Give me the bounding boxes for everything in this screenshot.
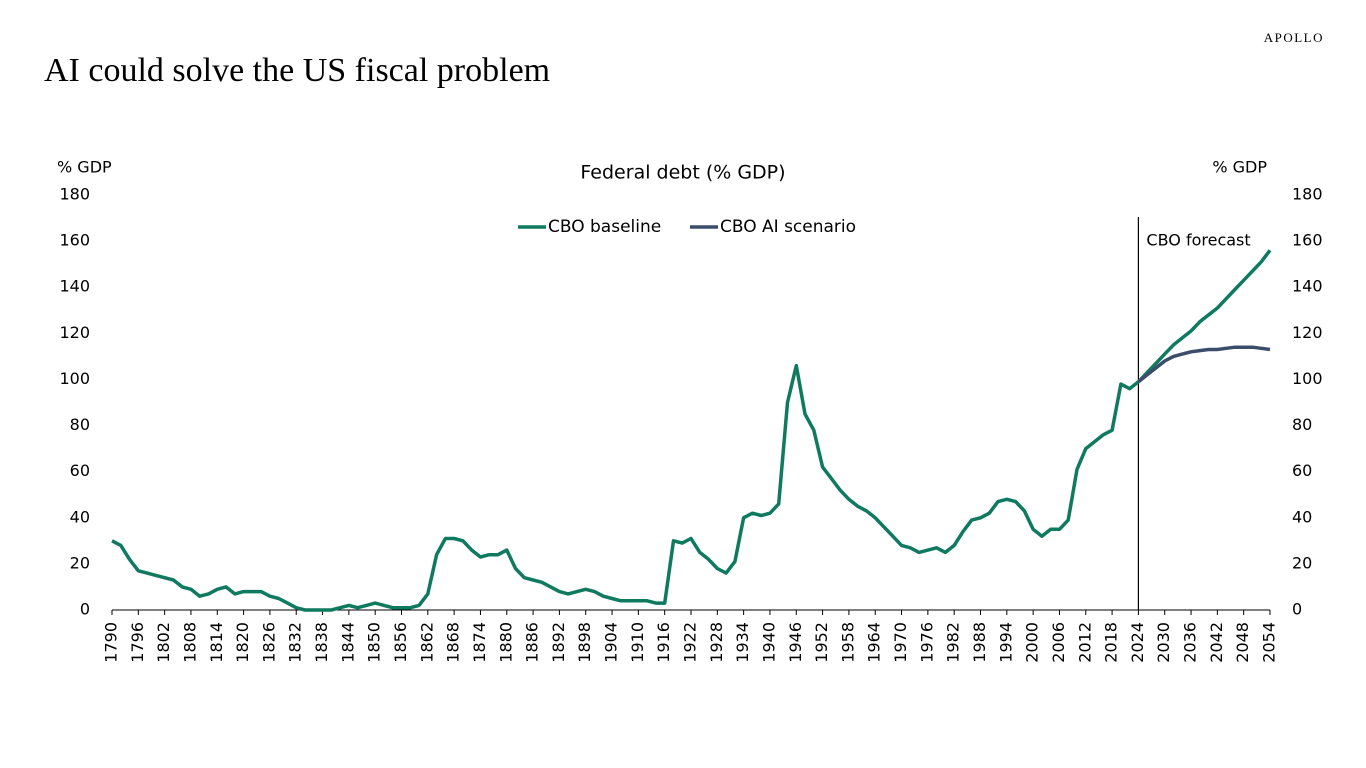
x-tick-label: 1838 [312,622,331,663]
brand: APOLLO [1264,30,1324,45]
x-tick-label: 1790 [102,622,121,663]
x-tick-label: 1802 [154,622,173,663]
x-tick-label: 1982 [944,622,963,663]
x-tick-label: 1910 [628,622,647,663]
x-tick-label: 2000 [1023,622,1042,663]
page-title: AI could solve the US fiscal problem [44,52,550,89]
x-tick-label: 1832 [286,622,305,663]
x-tick-label: 2006 [1049,622,1068,663]
x-tick-label: 1976 [917,622,936,663]
x-tick-label: 1940 [759,622,778,663]
x-tick-label: 2018 [1102,622,1121,663]
x-tick-label: 1886 [523,622,542,663]
y-tick-label: 0 [80,600,90,619]
y-axis-label: % GDP [57,158,112,177]
y-tick-label: 40 [70,507,90,526]
x-tick-label: 1928 [707,622,726,663]
x-tick-label: 1850 [365,622,384,663]
x-tick-label: 1916 [654,622,673,663]
x-tick-label: 2024 [1128,622,1147,663]
x-tick-label: 1988 [970,622,989,663]
x-tick-label: 1922 [681,622,700,663]
legend-label: CBO baseline [548,217,661,237]
x-tick-label: 1946 [786,622,805,663]
y2-tick-label: 120 [1292,323,1323,342]
x-tick-label: 1958 [838,622,857,663]
y2-tick-label: 160 [1292,231,1323,250]
x-tick-label: 1874 [470,622,489,663]
x-tick-label: 1952 [812,622,831,663]
x-tick-label: 2036 [1181,622,1200,663]
y2-tick-label: 0 [1292,600,1302,619]
series-line [1137,345,1271,384]
x-tick-label: 2042 [1207,622,1226,663]
annotation: CBO forecast [1146,231,1250,250]
series-line [111,249,1272,612]
x-tick-label: 1892 [549,622,568,663]
legend-label: CBO AI scenario [720,217,856,237]
y-tick-label: 20 [70,553,90,572]
y-tick-label: 180 [59,185,90,204]
x-tick-label: 1880 [496,622,515,663]
y2-axis-label: % GDP [1212,158,1267,177]
x-tick-label: 1796 [128,622,147,663]
x-tick-label: 1814 [207,622,226,663]
y2-tick-label: 180 [1292,185,1323,204]
x-tick-label: 1868 [444,622,463,663]
x-tick-label: 1994 [996,622,1015,663]
x-tick-label: 1856 [391,622,410,663]
y2-tick-label: 140 [1292,277,1323,296]
x-tick-label: 2054 [1260,622,1279,663]
y-tick-label: 120 [59,323,90,342]
y2-tick-label: 40 [1292,507,1312,526]
x-tick-label: 1808 [180,622,199,663]
x-tick-label: 1970 [891,622,910,663]
x-tick-label: 2030 [1154,622,1173,663]
x-tick-label: 1898 [575,622,594,663]
x-tick-label: 1904 [602,622,621,663]
y2-tick-label: 60 [1292,461,1312,480]
x-tick-label: 1826 [259,622,278,663]
x-tick-label: 2048 [1233,622,1252,663]
y2-tick-label: 80 [1292,415,1312,434]
y-tick-label: 100 [59,369,90,388]
chart-title: Federal debt (% GDP) [580,162,785,184]
x-tick-label: 1820 [233,622,252,663]
y2-tick-label: 100 [1292,369,1323,388]
y-tick-label: 160 [59,231,90,250]
x-tick-label: 1934 [733,622,752,663]
x-tick-label: 2012 [1075,622,1094,663]
x-tick-label: 1964 [865,622,884,663]
x-tick-label: 1844 [338,622,357,663]
y-tick-label: 140 [59,277,90,296]
y-tick-label: 80 [70,415,90,434]
x-tick-label: 1862 [417,622,436,663]
y-tick-label: 60 [70,461,90,480]
y2-tick-label: 20 [1292,553,1312,572]
